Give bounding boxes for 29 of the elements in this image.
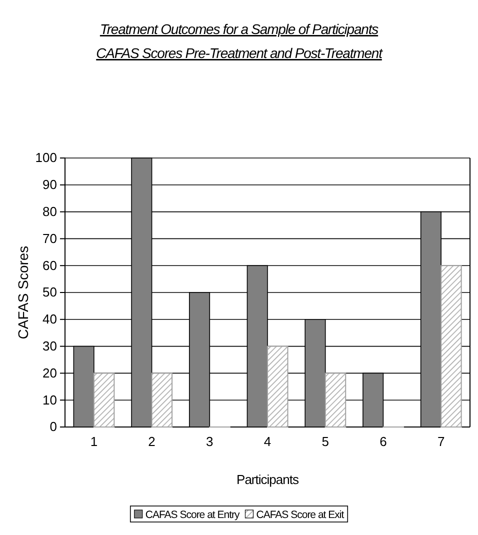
bar	[440, 265, 462, 428]
legend-label: CAFAS Score at Exit	[256, 509, 344, 521]
x-tick-label: 6	[380, 434, 387, 450]
y-tick-label: 40	[42, 312, 57, 327]
x-tick-label: 1	[90, 434, 98, 450]
chart-subtitle: CAFAS Scores Pre-Treatment and Post-Treatment	[96, 45, 384, 61]
x-axis-title: Participants	[236, 472, 300, 487]
y-tick-label: 30	[42, 338, 57, 354]
y-tick-label: 50	[42, 284, 57, 300]
y-axis-title: CAFAS Scores	[15, 246, 31, 340]
bar	[267, 346, 288, 428]
x-tick-label: 7	[437, 434, 445, 450]
x-tick-label: 4	[264, 434, 272, 450]
y-tick-label: 80	[42, 204, 57, 219]
x-tick-label: 3	[206, 434, 214, 450]
legend-label: CAFAS Score at Entry	[145, 509, 240, 521]
bar	[151, 372, 173, 428]
bar	[93, 372, 115, 428]
y-tick-label: 0	[50, 419, 57, 434]
y-tick-label: 20	[42, 365, 57, 380]
bar	[324, 372, 346, 428]
y-tick-label: 60	[42, 258, 57, 273]
y-tick-label: 70	[42, 230, 57, 246]
chart-title: Treatment Outcomes for a Sample of Participants	[100, 21, 379, 37]
x-tick-label: 5	[322, 434, 329, 450]
y-tick-label: 90	[42, 177, 57, 192]
y-tick-label: 100	[35, 150, 57, 166]
y-tick-label: 10	[42, 392, 57, 408]
x-tick-label: 2	[148, 434, 156, 450]
